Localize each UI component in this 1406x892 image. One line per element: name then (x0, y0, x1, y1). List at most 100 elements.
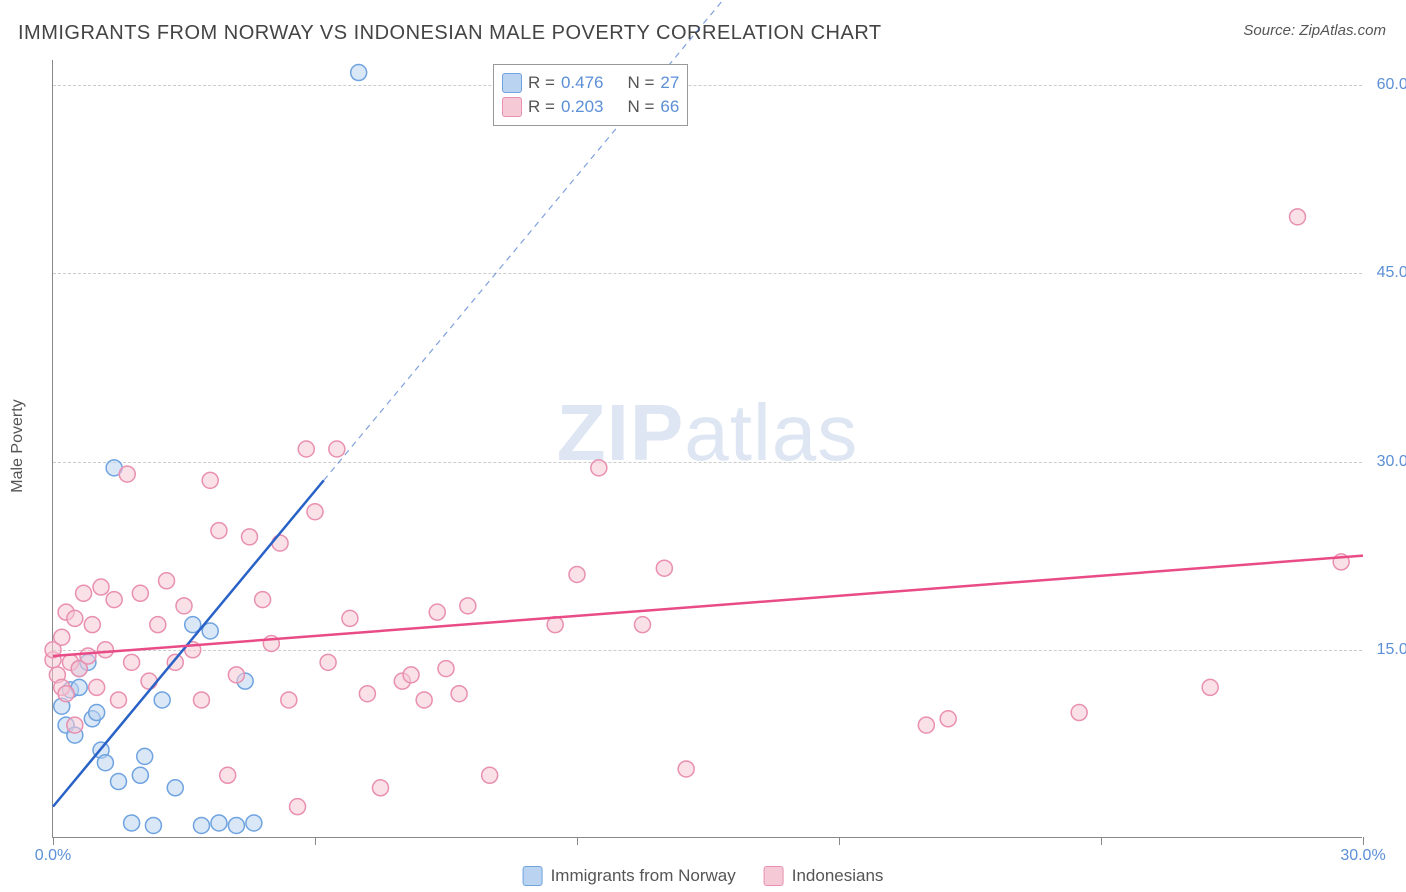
r-label-2: R = (528, 97, 555, 117)
correlation-legend: R = 0.476 N = 27 R = 0.203 N = 66 (493, 64, 688, 126)
data-point (97, 642, 113, 658)
x-tick-label: 0.0% (35, 847, 71, 865)
data-point (940, 711, 956, 727)
data-point (1290, 209, 1306, 225)
plot-svg (53, 60, 1362, 837)
data-point (1071, 705, 1087, 721)
data-point (255, 592, 271, 608)
data-point (272, 535, 288, 551)
n-label-1: N = (627, 73, 654, 93)
data-point (373, 780, 389, 796)
data-point (591, 460, 607, 476)
chart-container: IMMIGRANTS FROM NORWAY VS INDONESIAN MAL… (0, 0, 1406, 892)
data-point (76, 585, 92, 601)
data-point (438, 661, 454, 677)
y-tick-label: 15.0% (1367, 641, 1406, 659)
legend-label-norway: Immigrants from Norway (551, 866, 736, 886)
legend-label-indonesians: Indonesians (792, 866, 884, 886)
data-point (656, 560, 672, 576)
data-point (211, 815, 227, 831)
data-point (202, 472, 218, 488)
data-point (58, 686, 74, 702)
data-point (111, 774, 127, 790)
legend-row-1: R = 0.476 N = 27 (502, 71, 679, 95)
data-point (416, 692, 432, 708)
data-point (132, 585, 148, 601)
r-value-1: 0.476 (561, 73, 604, 93)
y-tick-label: 45.0% (1367, 264, 1406, 282)
data-point (635, 617, 651, 633)
data-point (111, 692, 127, 708)
source-value: ZipAtlas.com (1299, 22, 1386, 39)
legend-row-2: R = 0.203 N = 66 (502, 95, 679, 119)
data-point (84, 617, 100, 633)
r-value-2: 0.203 (561, 97, 604, 117)
data-point (220, 767, 236, 783)
data-point (403, 667, 419, 683)
data-point (137, 748, 153, 764)
data-point (290, 799, 306, 815)
n-value-1: 27 (660, 73, 679, 93)
legend-item-indonesians: Indonesians (764, 866, 884, 886)
y-tick-label: 60.0% (1367, 76, 1406, 94)
data-point (1202, 679, 1218, 695)
n-label-2: N = (627, 97, 654, 117)
data-point (145, 817, 161, 833)
data-point (482, 767, 498, 783)
data-point (429, 604, 445, 620)
data-point (193, 692, 209, 708)
swatch-norway-bottom-icon (523, 866, 543, 886)
data-point (351, 65, 367, 81)
data-point (307, 504, 323, 520)
chart-title: IMMIGRANTS FROM NORWAY VS INDONESIAN MAL… (18, 22, 882, 45)
swatch-indonesians-bottom-icon (764, 866, 784, 886)
data-point (132, 767, 148, 783)
data-point (124, 654, 140, 670)
data-point (193, 817, 209, 833)
data-point (329, 441, 345, 457)
x-tick (1101, 837, 1102, 845)
data-point (124, 815, 140, 831)
data-point (150, 617, 166, 633)
n-value-2: 66 (660, 97, 679, 117)
data-point (342, 610, 358, 626)
data-point (97, 755, 113, 771)
data-point (54, 629, 70, 645)
data-point (106, 592, 122, 608)
trend-line (53, 480, 324, 806)
series-legend: Immigrants from Norway Indonesians (523, 866, 884, 886)
data-point (320, 654, 336, 670)
plot-area: ZIPatlas 15.0%30.0%45.0%60.0% 0.0%30.0% … (52, 60, 1362, 838)
data-point (80, 648, 96, 664)
x-tick-label: 30.0% (1340, 847, 1385, 865)
data-point (167, 780, 183, 796)
data-point (154, 692, 170, 708)
x-tick (577, 837, 578, 845)
data-point (246, 815, 262, 831)
data-point (298, 441, 314, 457)
data-point (67, 717, 83, 733)
data-point (93, 579, 109, 595)
data-point (460, 598, 476, 614)
r-label-1: R = (528, 73, 555, 93)
data-point (228, 817, 244, 833)
data-point (67, 610, 83, 626)
y-axis-title: Male Poverty (9, 399, 27, 492)
data-point (281, 692, 297, 708)
data-point (678, 761, 694, 777)
data-point (211, 523, 227, 539)
data-point (359, 686, 375, 702)
data-point (89, 679, 105, 695)
x-tick (53, 837, 54, 845)
data-point (918, 717, 934, 733)
data-point (119, 466, 135, 482)
data-point (141, 673, 157, 689)
data-point (89, 705, 105, 721)
source-attribution: Source: ZipAtlas.com (1243, 22, 1386, 39)
data-point (451, 686, 467, 702)
x-tick (315, 837, 316, 845)
swatch-norway-icon (502, 73, 522, 93)
legend-item-norway: Immigrants from Norway (523, 866, 736, 886)
x-tick (1363, 837, 1364, 845)
y-tick-label: 30.0% (1367, 453, 1406, 471)
